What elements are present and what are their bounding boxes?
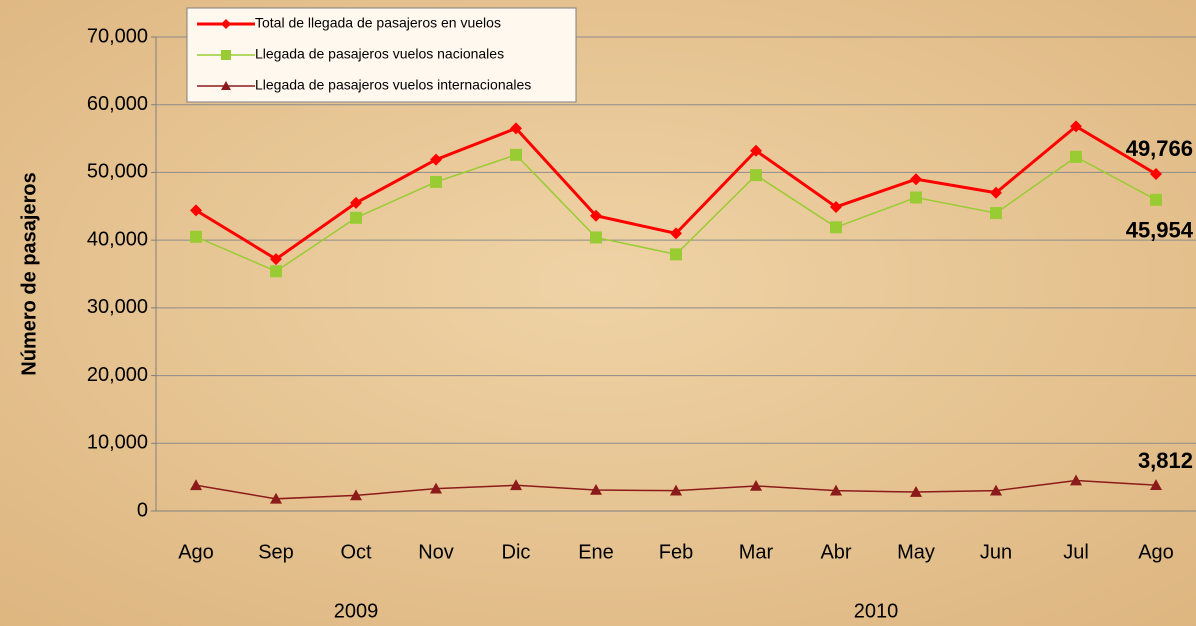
x-tick-label: Mar [739, 541, 774, 563]
x-tick-label: Jun [980, 541, 1012, 563]
data-point [750, 144, 762, 157]
x-tick-label: Oct [340, 541, 372, 563]
legend-marker [221, 50, 231, 60]
data-point [430, 482, 442, 494]
data-point [1150, 193, 1162, 206]
y-tick-label: 10,000 [87, 432, 148, 454]
y-tick-label: 60,000 [87, 93, 148, 115]
data-point [910, 486, 922, 497]
data-point [350, 196, 362, 209]
x-tick-label: Ago [1138, 541, 1174, 563]
data-point [670, 227, 682, 240]
data-point [990, 186, 1002, 199]
x-group-label: 2010 [854, 600, 899, 622]
x-group-label: 2009 [334, 600, 379, 622]
data-point [590, 484, 602, 495]
data-point [830, 221, 842, 234]
data-point [670, 484, 682, 496]
data-label: 3,812 [1138, 448, 1193, 473]
data-point [990, 484, 1002, 496]
data-point [510, 479, 522, 491]
data-point [350, 489, 362, 501]
legend: Total de llegada de pasajeros en vuelos L… [186, 7, 577, 103]
data-point [910, 173, 922, 186]
data-point [590, 231, 602, 244]
x-tick-label: Sep [258, 541, 294, 563]
data-point [270, 253, 282, 266]
data-point [270, 265, 282, 278]
data-point [1070, 120, 1082, 133]
data-point [670, 248, 682, 261]
y-tick-label: 50,000 [87, 161, 148, 183]
data-point [590, 209, 602, 222]
data-point [750, 169, 762, 182]
x-tick-label: Nov [418, 541, 454, 563]
data-point [430, 175, 442, 188]
y-axis-label: Número de pasajeros [18, 172, 40, 375]
data-point [190, 204, 202, 217]
x-tick-label: Dic [502, 541, 531, 563]
data-point [350, 211, 362, 224]
x-tick-label: May [897, 541, 935, 563]
data-point [1150, 168, 1162, 181]
legend-marker [221, 19, 231, 29]
data-point [190, 479, 202, 491]
y-tick-label: 70,000 [87, 25, 148, 47]
data-point [430, 153, 442, 166]
y-tick-label: 20,000 [87, 364, 148, 386]
data-point [270, 492, 282, 504]
x-tick-label: Abr [820, 541, 851, 563]
data-point [830, 484, 842, 496]
data-point [1070, 474, 1082, 486]
data-point [1070, 150, 1082, 163]
x-tick-label: Jul [1063, 541, 1089, 563]
legend-label: Llegada de pasajeros vuelos internaciona… [255, 77, 531, 93]
legend-label: Total de llegada de pasajeros en vuelos [255, 15, 501, 31]
data-point [990, 207, 1002, 220]
x-tick-label: Ago [178, 541, 214, 563]
data-label: 45,954 [1126, 218, 1194, 243]
y-tick-label: 30,000 [87, 296, 148, 318]
data-point [190, 230, 202, 243]
data-point [910, 191, 922, 204]
x-tick-label: Ene [578, 541, 614, 563]
data-point [750, 479, 762, 491]
legend-label: Llegada de pasajeros vuelos nacionales [255, 46, 504, 62]
y-tick-label: 0 [137, 499, 148, 521]
data-point [830, 200, 842, 213]
legend-marker [221, 81, 231, 90]
data-point [1150, 479, 1162, 490]
data-point [510, 122, 522, 135]
data-point [510, 148, 522, 161]
data-label: 49,766 [1126, 136, 1193, 161]
y-tick-label: 40,000 [87, 228, 148, 250]
x-tick-label: Feb [659, 541, 693, 563]
